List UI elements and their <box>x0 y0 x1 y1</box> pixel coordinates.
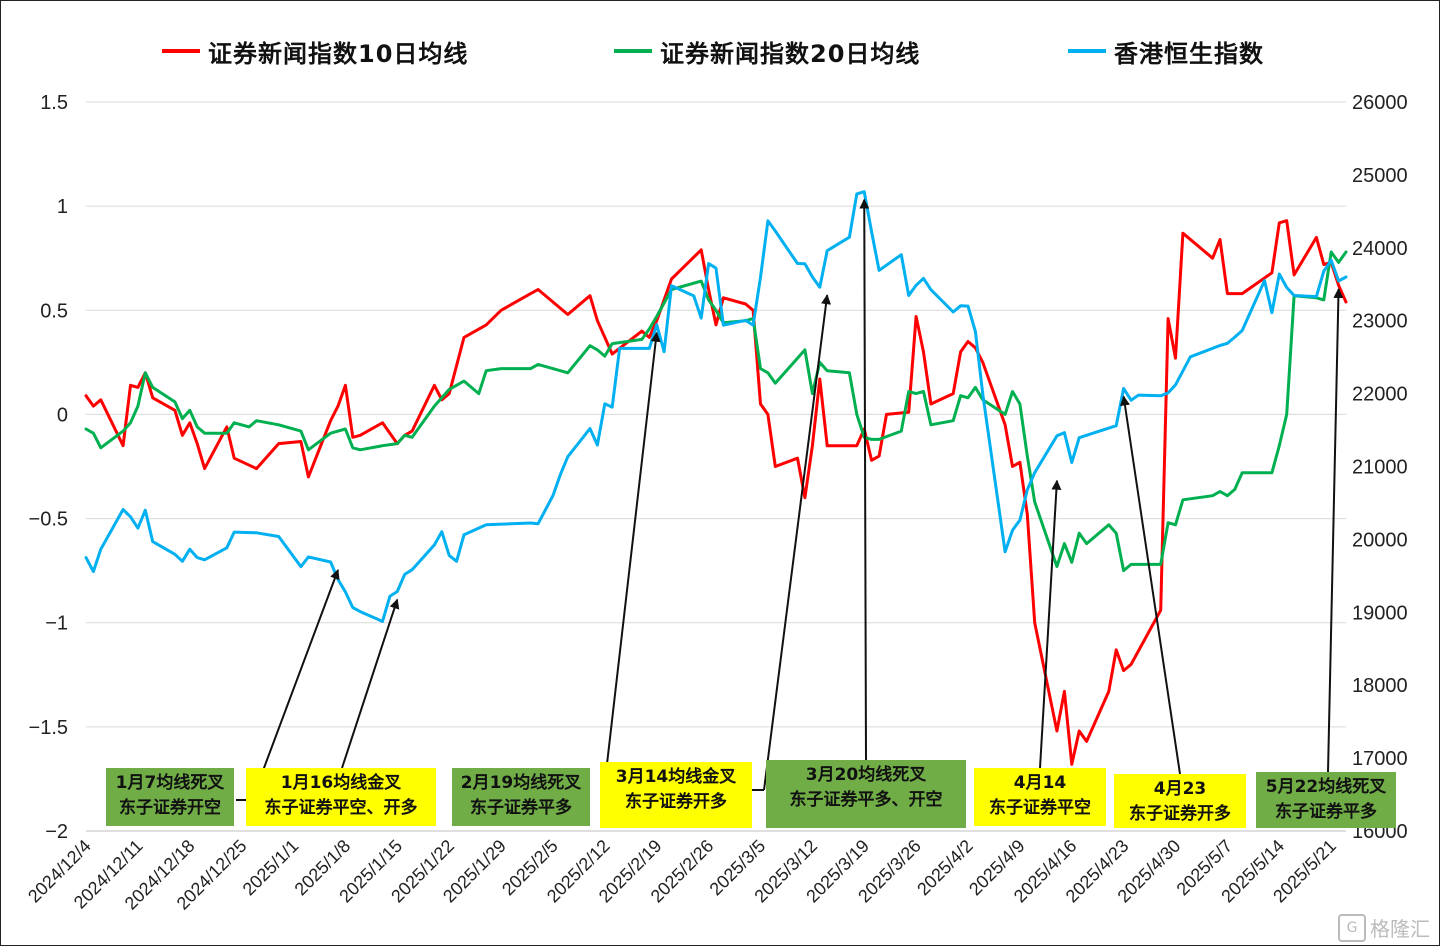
annotation-arrow-3 <box>763 294 831 791</box>
series-line-1 <box>84 250 1348 573</box>
series-line-2 <box>84 190 1348 623</box>
annotation-box-2: 2月19均线死叉 东子证券平多 <box>452 768 590 826</box>
legend-swatch-ma10 <box>162 49 200 53</box>
y-right-tick-label: 19000 <box>1352 602 1408 624</box>
annotation-line: 东子证券平空 <box>989 798 1091 818</box>
annotation-line: 2月19均线死叉 <box>460 773 582 793</box>
y-left-tick-label: −1 <box>45 613 68 635</box>
annotation-line: 东子证券平多、开空 <box>789 790 943 810</box>
legend-item-hsi: 香港恒生指数 <box>1068 34 1264 68</box>
annotation-arrow-2 <box>603 331 661 791</box>
annotation-box-1: 1月16均线金叉 东子证券平空、开多 <box>246 768 436 826</box>
annotation-arrow-0 <box>251 569 340 801</box>
legend-item-ma20: 证券新闻指数20日均线 <box>614 34 920 68</box>
annotation-box-4: 3月20均线死叉 东子证券平多、开空 <box>766 760 966 828</box>
legend-item-ma10: 证券新闻指数10日均线 <box>162 34 468 68</box>
y-right-tick-label: 23000 <box>1352 311 1408 333</box>
annotation-box-7: 5月22均线死叉 东子证券平多 <box>1256 772 1396 828</box>
y-left-tick-label: 1.5 <box>40 92 68 114</box>
watermark-logo-icon: G <box>1338 913 1366 942</box>
annotation-line: 4月14 <box>1013 773 1067 793</box>
y-left-tick-label: −1.5 <box>29 717 68 739</box>
annotation-box-3: 3月14均线金叉 东子证券开多 <box>600 762 752 828</box>
legend-swatch-hsi <box>1068 49 1106 53</box>
legend-label-hsi: 香港恒生指数 <box>1114 39 1264 68</box>
annotation-line: 东子证券开空 <box>119 798 221 818</box>
y-left-tick-label: 1 <box>57 196 68 218</box>
annotation-line: 1月16均线金叉 <box>280 773 402 793</box>
y-right-tick-label: 21000 <box>1352 457 1408 479</box>
y-left-tick-label: −0.5 <box>29 509 68 531</box>
annotation-line: 东子证券平多 <box>1275 802 1377 822</box>
annotation-line: 东子证券平多 <box>470 798 572 818</box>
annotation-arrow-7 <box>1327 287 1344 773</box>
y-right-tick-label: 22000 <box>1352 384 1408 406</box>
annotation-box-0: 1月7均线死叉 东子证券开空 <box>106 768 234 826</box>
y-right-tick-label: 17000 <box>1352 748 1408 770</box>
y-right-tick-label: 18000 <box>1352 675 1408 697</box>
annotation-line: 4月23 <box>1153 779 1207 799</box>
annotation-arrow-1 <box>341 598 400 769</box>
y-right-tick-label: 24000 <box>1352 238 1408 260</box>
x-tick-label: 2025/4/2 <box>913 836 977 900</box>
y-right-tick-label: 25000 <box>1352 165 1408 187</box>
legend-label-ma10: 证券新闻指数10日均线 <box>208 39 469 68</box>
annotation-arrow-4 <box>859 198 870 761</box>
annotation-arrow-6 <box>1120 395 1181 775</box>
annotation-line: 3月20均线死叉 <box>805 765 927 785</box>
annotation-arrow-5 <box>1039 479 1062 769</box>
series-line-0 <box>84 219 1348 766</box>
annotation-line: 东子证券开多 <box>1129 804 1231 824</box>
y-right-tick-label: 26000 <box>1352 92 1408 114</box>
annotation-line: 东子证券开多 <box>625 792 727 812</box>
y-left-tick-label: −2 <box>45 821 68 843</box>
watermark-text: 格隆汇 <box>1370 917 1430 941</box>
watermark: G 格隆汇 <box>1338 913 1430 942</box>
annotation-line: 1月7均线死叉 <box>115 773 225 793</box>
y-left-tick-label: 0 <box>57 404 68 426</box>
legend-label-ma20: 证券新闻指数20日均线 <box>660 39 921 68</box>
y-right-tick-label: 20000 <box>1352 529 1408 551</box>
annotation-line: 东子证券平空、开多 <box>264 798 418 818</box>
annotation-line: 5月22均线死叉 <box>1265 777 1387 797</box>
legend-swatch-ma20 <box>614 49 652 53</box>
annotation-box-5: 4月14 东子证券平空 <box>974 768 1106 826</box>
y-left-tick-label: 0.5 <box>40 300 68 322</box>
annotation-box-6: 4月23 东子证券开多 <box>1114 774 1246 828</box>
x-tick-label: 2025/1/1 <box>239 836 303 900</box>
annotation-line: 3月14均线金叉 <box>615 767 737 787</box>
